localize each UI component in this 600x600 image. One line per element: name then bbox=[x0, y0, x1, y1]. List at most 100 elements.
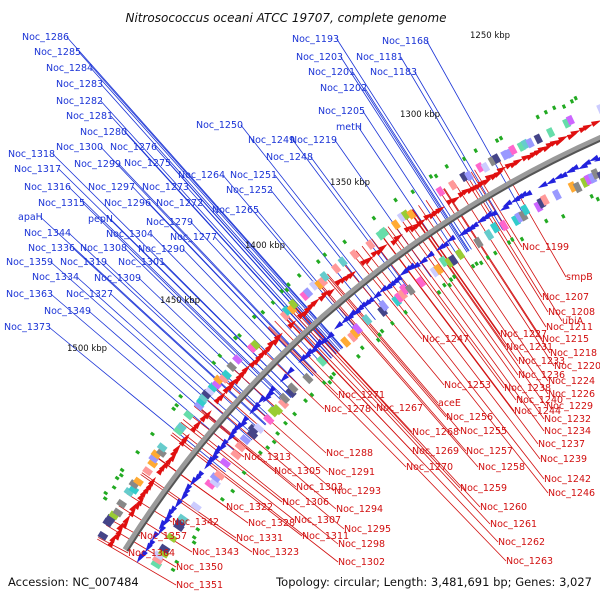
feature-block bbox=[209, 477, 222, 489]
feature-block bbox=[218, 373, 230, 384]
gc-marker bbox=[436, 289, 442, 295]
feature-block bbox=[483, 228, 495, 241]
feature-block bbox=[246, 428, 259, 440]
feature-block bbox=[504, 147, 515, 159]
reverse-gene-arrow bbox=[287, 320, 297, 330]
feature-block bbox=[176, 422, 187, 433]
feature-block bbox=[151, 554, 164, 566]
gene-label-forward: Noc_1308 bbox=[80, 243, 127, 254]
gene-label-reverse: Noc_1271 bbox=[338, 390, 385, 401]
feature-block bbox=[308, 280, 320, 291]
feature-block bbox=[520, 204, 531, 216]
gene-label-reverse: Noc_1239 bbox=[540, 454, 587, 465]
gc-marker bbox=[492, 250, 498, 256]
connector-line bbox=[392, 223, 545, 432]
gene-label-forward: apaH bbox=[18, 212, 43, 223]
feature-block bbox=[211, 379, 223, 390]
feature-block bbox=[267, 406, 279, 418]
reverse-gene-arrow bbox=[273, 332, 283, 342]
gene-label-forward: Noc_1205 bbox=[318, 106, 365, 117]
feature-block bbox=[398, 283, 410, 296]
gene-label-reverse: Noc_1211 bbox=[546, 322, 593, 333]
gc-marker bbox=[498, 135, 504, 141]
feature-block bbox=[277, 397, 290, 410]
reverse-gene-arrow bbox=[378, 243, 388, 253]
gc-marker bbox=[119, 467, 125, 473]
connector-line bbox=[110, 115, 332, 359]
gc-marker bbox=[543, 109, 549, 115]
feature-block bbox=[438, 255, 450, 268]
connector-line bbox=[154, 455, 249, 524]
gene-label-reverse: Noc_1258 bbox=[478, 462, 525, 473]
connector-line bbox=[175, 427, 295, 521]
gc-marker bbox=[377, 332, 382, 338]
gene-label-reverse: Noc_1224 bbox=[548, 376, 595, 387]
connector-line bbox=[82, 202, 288, 403]
feature-block bbox=[156, 447, 167, 458]
gene-label-reverse: Noc_1244 bbox=[514, 406, 561, 417]
gc-marker bbox=[595, 196, 600, 202]
connector-line bbox=[68, 232, 271, 421]
forward-gene-arrow bbox=[151, 531, 160, 541]
connector-line bbox=[274, 320, 507, 562]
gene-label-reverse: Noc_1342 bbox=[172, 517, 219, 528]
forward-gene-arrow bbox=[406, 262, 416, 271]
feature-block bbox=[507, 144, 518, 156]
gene-label-reverse: Noc_1364 bbox=[128, 548, 175, 559]
connector-line bbox=[496, 156, 567, 278]
forward-gene-arrow bbox=[378, 284, 389, 294]
feature-block bbox=[302, 287, 314, 298]
connector-line bbox=[124, 131, 332, 359]
backbone-arc-inner bbox=[126, 139, 600, 552]
feature-block bbox=[142, 466, 153, 477]
gene-label-forward: Noc_1284 bbox=[46, 63, 93, 74]
gene-label-forward: Noc_1317 bbox=[14, 164, 61, 175]
tick-label: 1350 kbp bbox=[330, 178, 370, 188]
gene-label-forward: Noc_1277 bbox=[170, 232, 217, 243]
feature-block bbox=[347, 331, 359, 343]
gene-label-forward: Noc_1272 bbox=[156, 198, 203, 209]
feature-block bbox=[516, 141, 527, 152]
gc-marker bbox=[444, 163, 450, 169]
tick-label: 1300 kbp bbox=[400, 110, 440, 120]
feature-block bbox=[551, 189, 562, 201]
gc-marker bbox=[149, 431, 155, 437]
forward-gene-arrow bbox=[195, 470, 205, 480]
connector-line bbox=[326, 274, 461, 432]
gc-marker bbox=[211, 360, 217, 366]
gc-marker bbox=[279, 288, 285, 294]
feature-block bbox=[287, 382, 299, 394]
feature-block bbox=[396, 211, 407, 223]
gene-label-forward: Noc_1203 bbox=[296, 52, 343, 63]
gene-label-forward: Noc_1202 bbox=[320, 83, 367, 94]
gene-label-reverse: Noc_1331 bbox=[236, 533, 283, 544]
reverse-gene-arrow bbox=[393, 233, 403, 242]
connector-line bbox=[182, 248, 309, 381]
reverse-gene-arrow bbox=[203, 410, 212, 420]
forward-gene-arrow bbox=[279, 373, 289, 383]
feature-block bbox=[475, 162, 485, 173]
feature-block bbox=[302, 372, 314, 385]
feature-block bbox=[536, 197, 547, 209]
feature-block bbox=[480, 161, 491, 173]
gene-label-forward: Noc_1318 bbox=[8, 149, 55, 160]
reverse-gene-arrow bbox=[557, 135, 569, 143]
gc-marker bbox=[470, 263, 476, 269]
gc-marker bbox=[519, 236, 525, 242]
forward-gene-arrow bbox=[147, 539, 156, 549]
gene-label-forward: Noc_1304 bbox=[106, 229, 153, 240]
gc-marker bbox=[448, 277, 454, 283]
feature-block bbox=[433, 263, 444, 276]
forward-gene-arrow bbox=[483, 210, 494, 219]
connector-line bbox=[214, 236, 329, 362]
gc-marker bbox=[284, 287, 290, 293]
gene-label-forward: Noc_1183 bbox=[370, 67, 417, 78]
feature-block bbox=[133, 476, 144, 487]
feature-block bbox=[316, 355, 328, 367]
connector-line bbox=[364, 87, 470, 252]
gene-label-forward: Noc_1250 bbox=[196, 120, 243, 131]
gene-label-forward: Noc_1201 bbox=[308, 67, 355, 78]
tick-label: 1500 kbp bbox=[67, 344, 107, 354]
feature-block bbox=[204, 479, 216, 490]
feature-block bbox=[152, 550, 165, 561]
